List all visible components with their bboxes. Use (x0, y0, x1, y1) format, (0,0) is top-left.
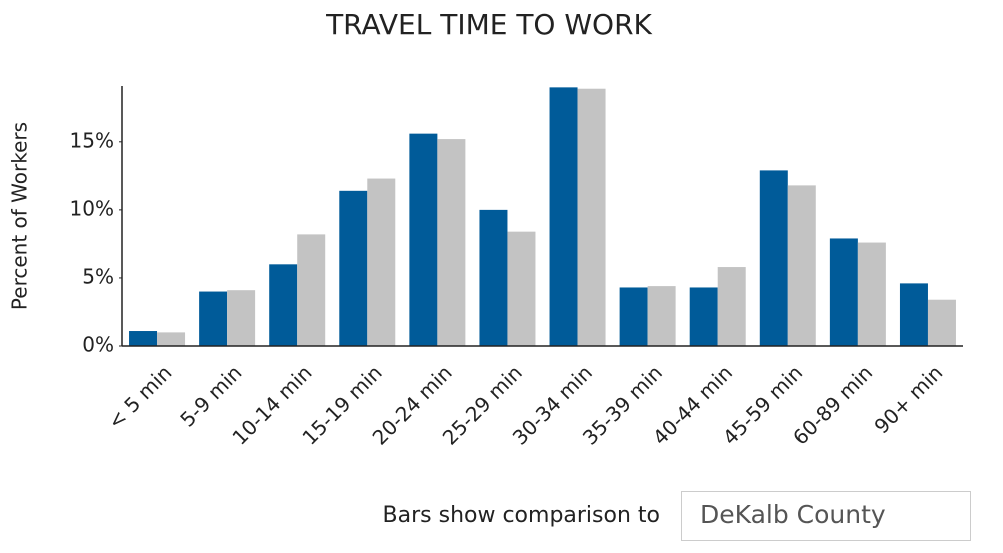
bar (647, 286, 676, 346)
y-tick-label: 10% (70, 196, 114, 220)
bar (549, 87, 578, 346)
bar (227, 290, 256, 346)
chart-title: TRAVEL TIME TO WORK (325, 8, 652, 41)
bar (759, 170, 788, 346)
y-tick-label: 5% (82, 264, 114, 288)
comparison-select[interactable]: DeKalb County (681, 491, 971, 541)
bar (507, 231, 536, 346)
bar (479, 209, 508, 346)
y-axis-label: Percent of Workers (8, 122, 32, 310)
x-tick-label: 90+ min (869, 360, 947, 438)
bar (367, 178, 396, 346)
bar (619, 287, 648, 346)
bar (199, 291, 228, 346)
y-tick-label: 15% (70, 128, 114, 152)
bar (437, 139, 466, 346)
comparison-label: Bars show comparison to (382, 503, 660, 528)
bar (927, 299, 956, 346)
x-tick-label: 5-9 min (175, 360, 246, 431)
x-tick-label: < 5 min (103, 360, 176, 433)
bar (297, 234, 326, 346)
bar (857, 242, 886, 346)
bar (157, 332, 186, 346)
bar (717, 267, 746, 346)
bar (577, 88, 606, 347)
y-tick-label: 0% (82, 333, 114, 357)
bar (787, 185, 816, 346)
bar (829, 238, 858, 346)
bar (689, 287, 718, 346)
bar (129, 331, 158, 346)
bar (409, 133, 438, 346)
bar (899, 283, 928, 346)
bar (339, 190, 368, 346)
bar (269, 264, 298, 346)
